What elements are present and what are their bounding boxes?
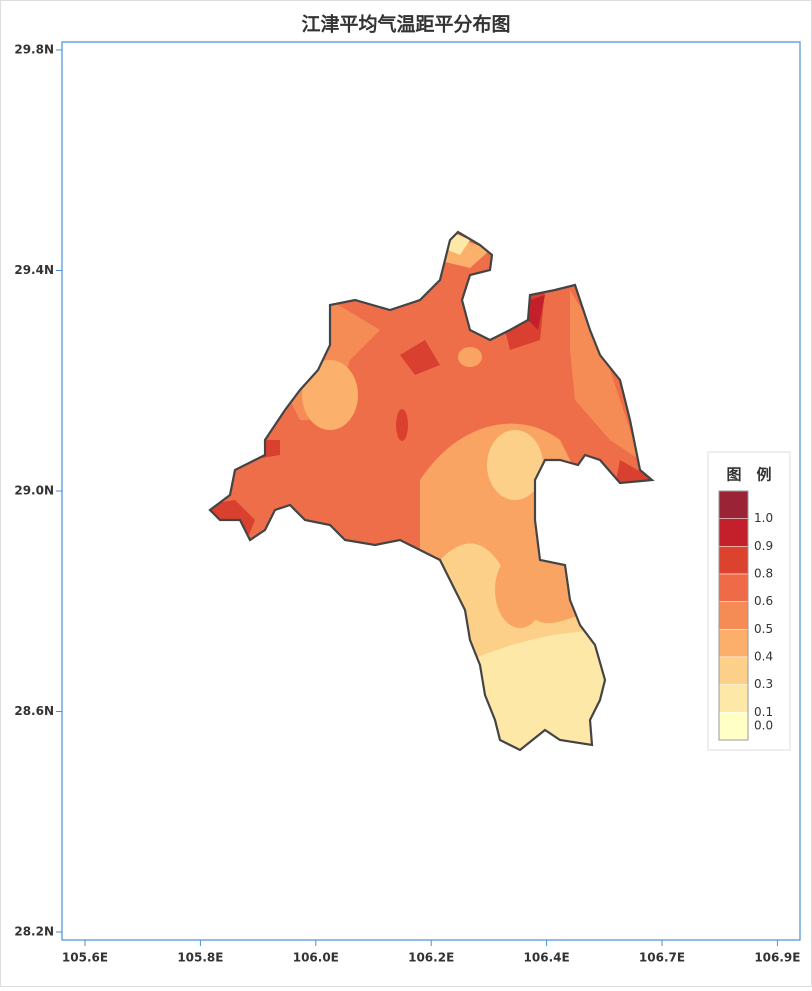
legend-swatch — [718, 601, 749, 630]
legend-label: 0.3 — [754, 677, 773, 691]
legend-swatch — [718, 518, 749, 547]
legend-swatch — [718, 629, 749, 658]
y-tick-label: 29.0N — [14, 484, 54, 498]
legend-swatch — [718, 712, 749, 741]
legend-swatch-border — [718, 490, 749, 741]
legend-label: 0.5 — [754, 622, 773, 636]
x-tick-label: 105.6E — [62, 951, 108, 965]
legend-swatch — [718, 490, 749, 519]
y-tick-label: 28.2N — [14, 925, 54, 939]
x-tick-label: 106.9E — [754, 951, 800, 965]
y-tick-label: 29.8N — [14, 43, 54, 57]
x-tick-label: 106.2E — [408, 951, 454, 965]
legend-label: 0.0 — [754, 719, 773, 733]
legend-label: 0.1 — [754, 705, 773, 719]
legend-swatch — [718, 573, 749, 602]
legend-swatch — [718, 546, 749, 575]
y-tick-label: 29.4N — [14, 263, 54, 277]
legend-label: 0.6 — [754, 594, 773, 608]
legend-label: 0.4 — [754, 650, 773, 664]
y-axis: 29.8N 29.4N 29.0N 28.6N 28.2N — [14, 43, 62, 939]
x-tick-label: 105.8E — [177, 951, 223, 965]
y-tick-label: 28.6N — [14, 704, 54, 718]
legend-label: 0.9 — [754, 539, 773, 553]
x-tick-label: 106.4E — [524, 951, 570, 965]
legend-swatch — [718, 656, 749, 685]
map-title: 江津平均气温距平分布图 — [301, 13, 510, 36]
x-tick-label: 106.7E — [639, 951, 685, 965]
x-tick-label: 106.0E — [293, 951, 339, 965]
legend-title: 图 例 — [726, 466, 771, 484]
legend: 1.0 0.9 0.8 0.6 0.5 0.4 0.3 0.10.0 — [718, 490, 773, 741]
legend-label: 0.8 — [754, 567, 773, 581]
legend-label: 1.0 — [754, 511, 773, 525]
legend-swatch — [718, 684, 749, 713]
x-axis: 105.6E 105.8E 106.0E 106.2E 106.4E 106.7E 106.… — [62, 940, 800, 965]
